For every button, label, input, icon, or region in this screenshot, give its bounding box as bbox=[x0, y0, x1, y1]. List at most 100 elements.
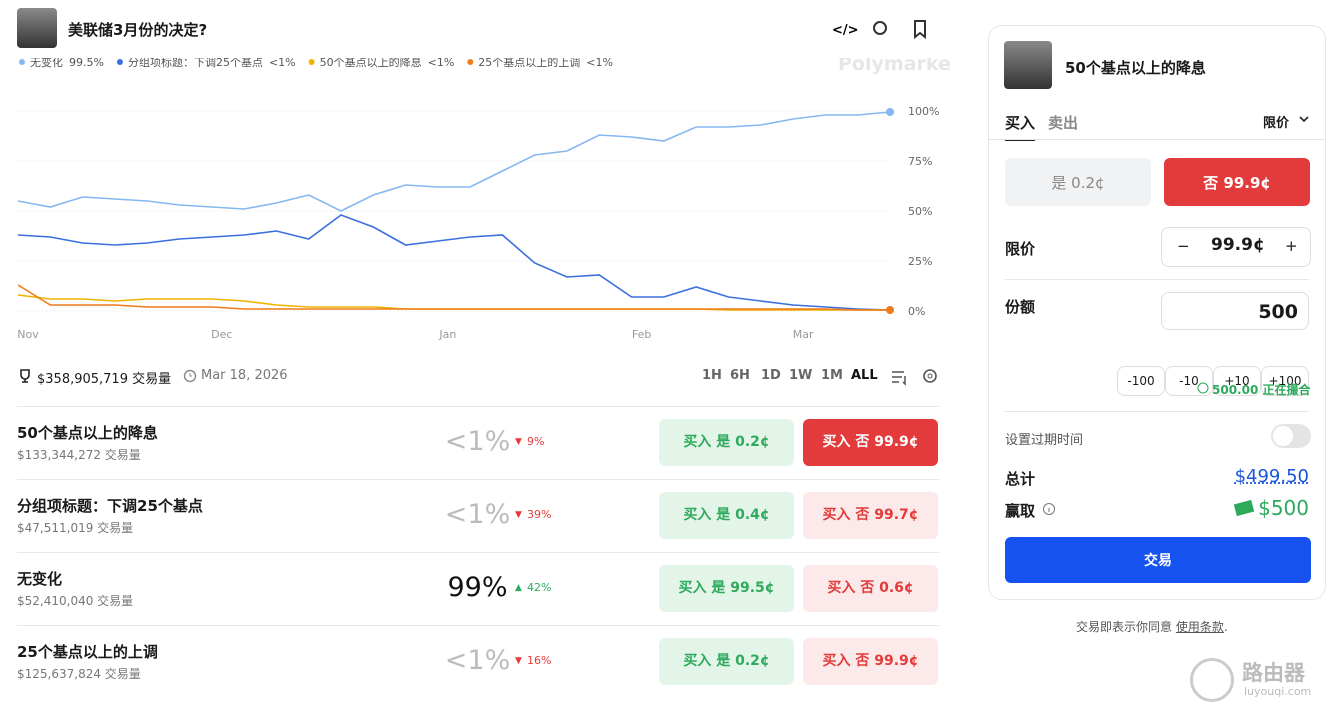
buy-yes[interactable]: 买入 是 0.2¢ bbox=[659, 419, 794, 466]
shares-input[interactable]: 500 bbox=[1161, 292, 1309, 330]
divider bbox=[17, 552, 939, 553]
end-dot bbox=[886, 108, 894, 116]
buy-yes[interactable]: 买入 是 0.2¢ bbox=[659, 638, 794, 685]
change-arrow: ▼ bbox=[515, 437, 522, 447]
watermark: Polymarket bbox=[838, 58, 950, 75]
x-tick-label: Feb bbox=[632, 328, 651, 341]
legend-value: <1% bbox=[586, 58, 613, 69]
y-tick-label: 50% bbox=[908, 205, 932, 218]
line bbox=[17, 111, 891, 212]
icons[interactable]: </> bbox=[830, 18, 935, 40]
minus[interactable]: − bbox=[1177, 237, 1190, 255]
change-arrow: ▼ bbox=[515, 510, 522, 520]
time-range[interactable]: 1M bbox=[821, 368, 843, 383]
buy-no[interactable]: 买入 否 99.9¢ bbox=[803, 419, 938, 466]
market-volume: $133,344,272 交易量 bbox=[17, 448, 141, 462]
total-value: $499.50 bbox=[1234, 466, 1309, 487]
header: 美联储3月份的决定? </> bbox=[0, 0, 960, 58]
y-tick-label: 0% bbox=[908, 305, 925, 318]
market-volume: $52,410,040 交易量 bbox=[17, 594, 134, 608]
shares-label: 份额 bbox=[1005, 298, 1036, 316]
time-range[interactable]: 1H bbox=[702, 368, 722, 383]
win-label: 赢取 bbox=[1005, 502, 1036, 520]
market-volume: $125,637,824 交易量 bbox=[17, 667, 141, 681]
settings-icons[interactable] bbox=[892, 368, 942, 386]
time-range[interactable]: 6H bbox=[730, 368, 750, 383]
line bbox=[17, 214, 891, 311]
change-arrow: ▼ bbox=[515, 656, 522, 666]
line bbox=[17, 284, 890, 311]
legend-name: 无变化 bbox=[30, 58, 63, 69]
legend-name: 分组项标题：下调25个基点 bbox=[128, 58, 263, 69]
change: 39% bbox=[527, 508, 552, 521]
market-name: 50个基点以上的降息 bbox=[17, 424, 158, 442]
footer-text: 交易即表示你同意 bbox=[1076, 620, 1173, 634]
quick-button[interactable]: -10 bbox=[1165, 366, 1213, 396]
quick-button[interactable]: -100 bbox=[1117, 366, 1165, 396]
time-range[interactable]: 1D bbox=[761, 368, 781, 383]
legend-name: 25个基点以上的上调 bbox=[478, 58, 580, 69]
limit-box bbox=[1161, 227, 1311, 267]
total-label: 总计 bbox=[1005, 470, 1036, 488]
toggle[interactable] bbox=[1271, 424, 1311, 448]
buy-no[interactable]: 买入 否 99.9¢ bbox=[803, 638, 938, 685]
legend-value: <1% bbox=[269, 58, 296, 69]
volume: $358,905,719 交易量 bbox=[37, 372, 172, 387]
divider bbox=[17, 625, 939, 626]
win-value: $500 bbox=[1258, 496, 1309, 520]
x-tick-label: Jan bbox=[438, 328, 456, 341]
clock-icon bbox=[183, 369, 197, 383]
watermark-title: 路由器 bbox=[1242, 661, 1305, 685]
terms-link[interactable]: 使用条款 bbox=[1175, 620, 1224, 634]
divider bbox=[17, 479, 939, 480]
legend-dot bbox=[19, 59, 25, 65]
panel-title: 50个基点以上的降息 bbox=[1065, 59, 1206, 77]
submit[interactable]: 交易 bbox=[1005, 537, 1311, 583]
time-range[interactable]: 1W bbox=[789, 368, 813, 383]
footer-end: . bbox=[1223, 620, 1228, 634]
legend-value: <1% bbox=[428, 58, 455, 69]
change: 42% bbox=[527, 581, 552, 594]
buy-yes[interactable]: 买入 是 99.5¢ bbox=[659, 565, 794, 612]
legend-dot bbox=[308, 59, 315, 65]
limit-label: 限价 bbox=[1005, 240, 1036, 258]
y-tick-label: 75% bbox=[908, 155, 932, 168]
market-volume: $47,511,019 交易量 bbox=[17, 521, 134, 535]
avatar bbox=[1004, 41, 1052, 89]
chart: Polymarket 0% 25% 50% 75% 100% Nov Dec Jan Feb Mar… bbox=[17, 58, 950, 341]
expiry-label: 设置过期时间 bbox=[1005, 433, 1084, 448]
avatar bbox=[17, 8, 57, 48]
market-name: 无变化 bbox=[17, 570, 63, 588]
order-type[interactable]: 限价 bbox=[1263, 116, 1290, 131]
legend-name: 50个基点以上的降息 bbox=[320, 58, 422, 69]
no-button[interactable]: 否 99.9¢ bbox=[1164, 158, 1310, 206]
limit-value[interactable]: 99.9¢ bbox=[1211, 235, 1265, 255]
tab-sell[interactable]: 卖出 bbox=[1048, 114, 1079, 132]
buy-no[interactable]: 买入 否 0.6¢ bbox=[803, 565, 938, 612]
legend-value: 99.5% bbox=[69, 58, 104, 69]
title: 美联储3月份的决定? bbox=[68, 21, 208, 39]
x-tick-label: Nov bbox=[17, 328, 39, 341]
legend-dot bbox=[116, 59, 123, 65]
probability: <1% bbox=[444, 426, 511, 457]
quick-button[interactable]: +10 bbox=[1213, 366, 1261, 396]
tab-buy[interactable]: 买入 bbox=[1005, 112, 1036, 141]
y-tick-label: 25% bbox=[908, 255, 932, 268]
probability: <1% bbox=[444, 499, 511, 530]
market-name: 分组项标题：下调25个基点 bbox=[17, 497, 203, 515]
watermark-url: luyouqi.com bbox=[1244, 685, 1312, 698]
quick-button[interactable]: +100 bbox=[1261, 366, 1309, 396]
plus[interactable]: + bbox=[1285, 237, 1298, 255]
order-panel: 50个基点以上的降息 买入 卖出 限价 是 0.2¢ 否 99.9¢ 限价 − … bbox=[988, 25, 1326, 600]
yes-button[interactable]: 是 0.2¢ bbox=[1005, 158, 1151, 206]
y-tick-label: 100% bbox=[908, 105, 939, 118]
probability: 99% bbox=[447, 572, 508, 603]
trophy-icon bbox=[20, 369, 30, 383]
x-tick-label: Dec bbox=[211, 328, 232, 341]
svg-text:</>: </> bbox=[832, 23, 859, 38]
buy-no[interactable]: 买入 否 99.7¢ bbox=[803, 492, 938, 539]
time-range[interactable]: ALL bbox=[851, 368, 878, 383]
market-name: 25个基点以上的上调 bbox=[17, 643, 158, 661]
buy-yes[interactable]: 买入 是 0.4¢ bbox=[659, 492, 794, 539]
